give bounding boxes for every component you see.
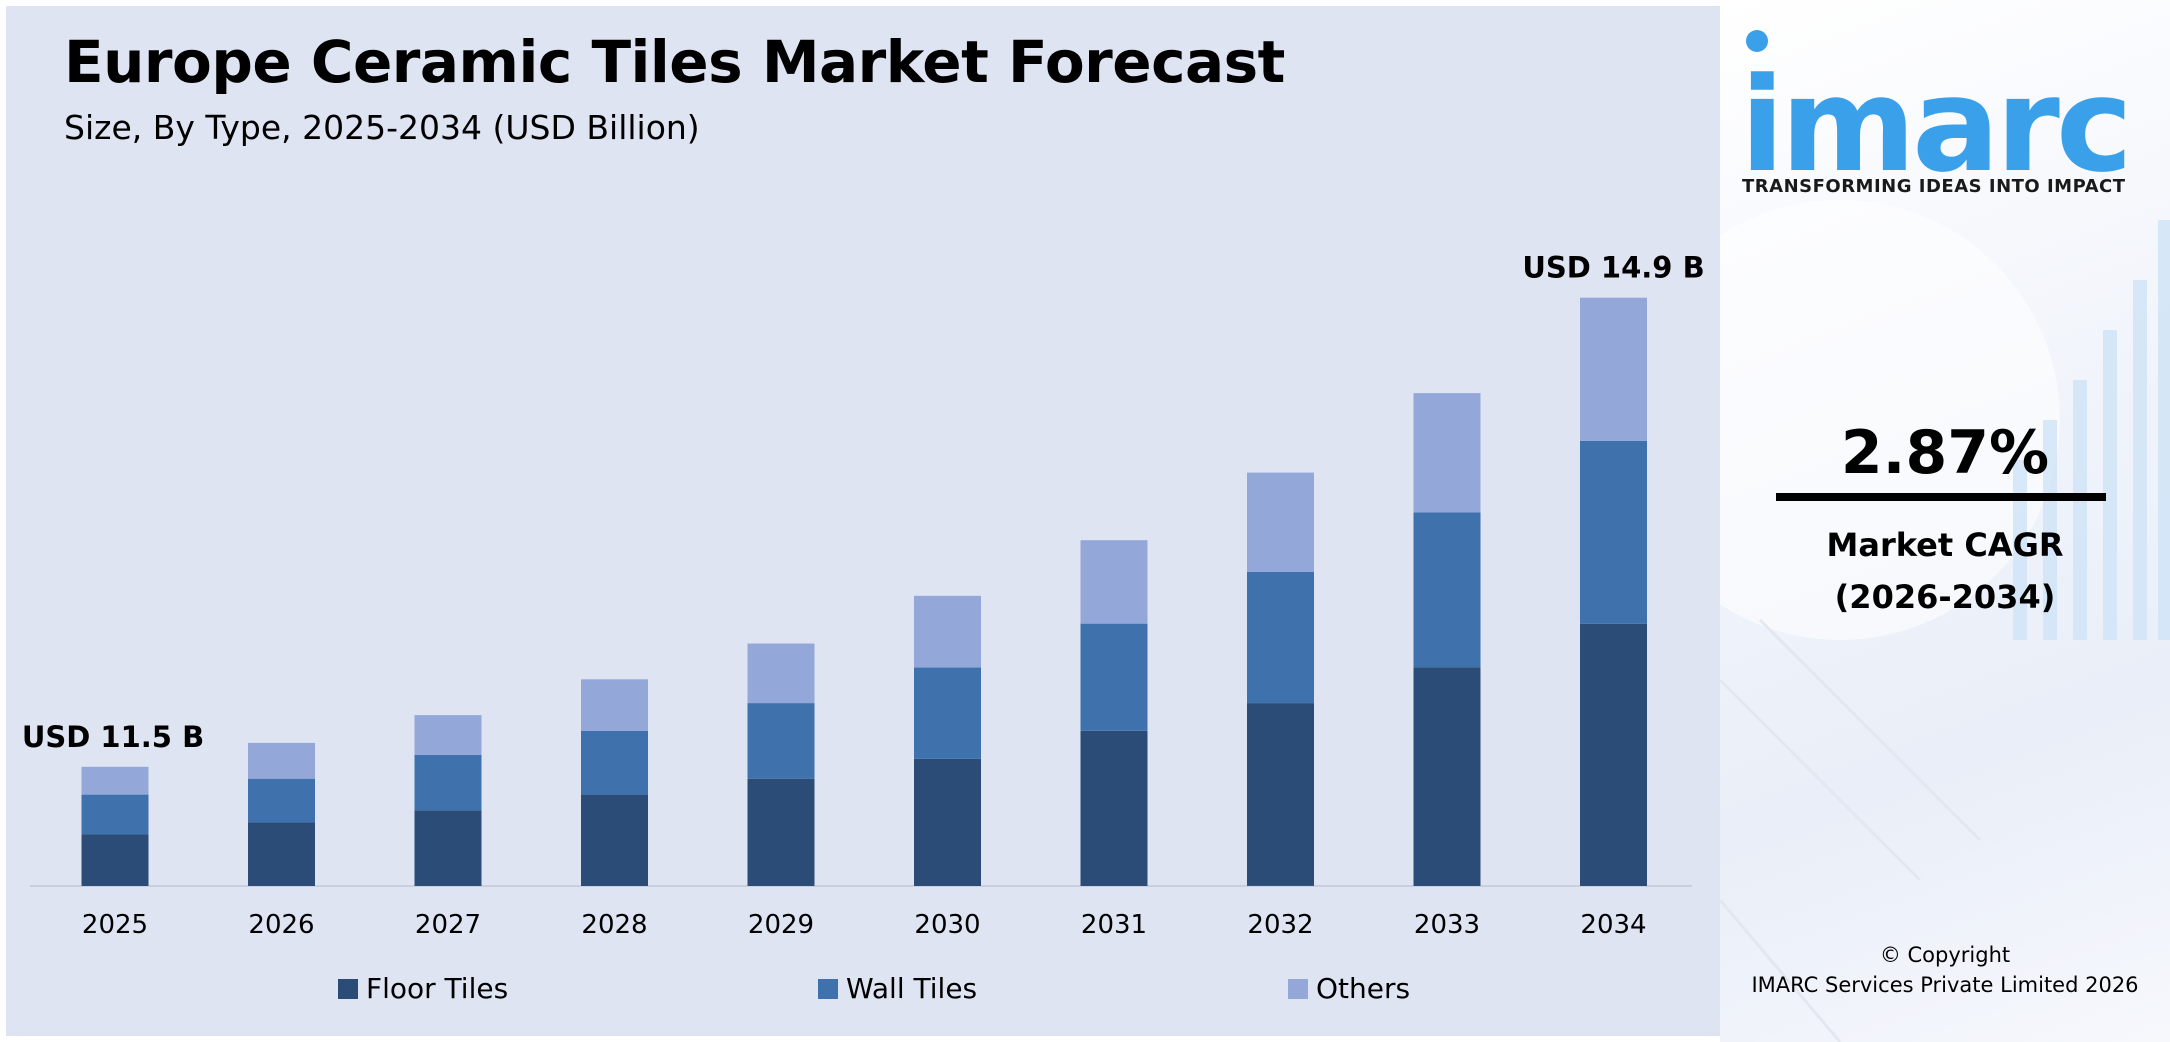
bar-segment-others-2028[interactable] [581, 679, 648, 731]
total-annotation-2025: USD 11.5 B [22, 720, 204, 754]
annotations-layer: USD 11.5 B USD 14.9 B [22, 251, 1705, 754]
decorative-background [1720, 200, 2170, 1042]
legend-item-others[interactable]: Others [1288, 972, 1410, 1005]
bar-segment-wall-tiles-2033[interactable] [1413, 512, 1481, 668]
legend-swatch-others [1288, 978, 1308, 999]
brand-logo-wordmark: imarc [1740, 49, 2133, 201]
legend-label-wall-tiles: Wall Tiles [846, 972, 978, 1005]
bar-segment-floor-tiles-2028[interactable] [581, 794, 648, 886]
bar-segment-others-2025[interactable] [81, 766, 149, 795]
bar-segment-floor-tiles-2030[interactable] [914, 758, 981, 886]
bar-segment-floor-tiles-2033[interactable] [1413, 667, 1481, 886]
chart-title: Europe Ceramic Tiles Market Forecast [64, 28, 1285, 96]
x-tick-label-2025: 2025 [82, 910, 148, 940]
copyright-line: © Copyright [1879, 943, 2011, 967]
total-annotation-2034: USD 14.9 B [1522, 251, 1704, 285]
bar-segment-others-2033[interactable] [1413, 393, 1481, 513]
x-tick-label-2034: 2034 [1580, 910, 1646, 940]
cagr-label: Market CAGR [1826, 526, 2064, 564]
bar-segment-others-2027[interactable] [414, 715, 482, 755]
stacked-bar-chart: 2025 2026 2027 2028 2029 2030 2031 2032 2033 2034… [22, 251, 1705, 940]
bar-segment-others-2031[interactable] [1080, 540, 1148, 624]
brand-logo[interactable]: imarc [1720, 0, 2170, 200]
bar-segment-wall-tiles-2029[interactable] [747, 703, 815, 779]
bar-segment-floor-tiles-2027[interactable] [414, 810, 482, 887]
chart-subtitle: Size, By Type, 2025-2034 (USD Billion) [64, 108, 700, 147]
x-tick-label-2028: 2028 [581, 910, 647, 940]
legend-swatch-wall-tiles [818, 978, 838, 999]
bar-segment-others-2026[interactable] [248, 742, 315, 779]
legend-swatch-floor-tiles [338, 978, 358, 999]
bar-segment-others-2030[interactable] [914, 595, 981, 668]
cagr-value: 2.87% [1840, 418, 2050, 488]
x-tick-label-2031: 2031 [1081, 910, 1147, 940]
cagr-period: (2026-2034) [1834, 578, 2056, 616]
bar-segment-wall-tiles-2028[interactable] [581, 731, 648, 795]
bar-segment-floor-tiles-2034[interactable] [1580, 623, 1647, 886]
copyright-owner: IMARC Services Private Limited 2026 [1751, 973, 2139, 997]
cagr-divider [1776, 493, 2106, 501]
side-panel [1720, 0, 2170, 1042]
x-tick-label-2029: 2029 [748, 910, 814, 940]
brand-logo-dot [1746, 30, 1768, 52]
bar-segment-wall-tiles-2034[interactable] [1580, 440, 1647, 624]
bar-segment-floor-tiles-2025[interactable] [81, 834, 149, 886]
bar-segment-floor-tiles-2026[interactable] [248, 822, 315, 886]
brand-tagline: TRANSFORMING IDEAS INTO IMPACT [1742, 176, 2126, 197]
x-tick-label-2027: 2027 [415, 910, 481, 940]
bar-segment-wall-tiles-2027[interactable] [414, 754, 482, 811]
legend-label-others: Others [1316, 972, 1411, 1005]
bar-segment-wall-tiles-2025[interactable] [81, 794, 149, 835]
bar-segment-floor-tiles-2029[interactable] [747, 778, 815, 886]
x-tick-label-2032: 2032 [1247, 910, 1313, 940]
x-tick-label-2030: 2030 [914, 910, 980, 940]
bar-segment-wall-tiles-2030[interactable] [914, 667, 981, 759]
tick-labels-layer: 2025 2026 2027 2028 2029 2030 2031 2032 2033 2034 [82, 910, 1647, 940]
bar-segment-floor-tiles-2032[interactable] [1247, 703, 1314, 886]
bar-segment-floor-tiles-2031[interactable] [1080, 731, 1148, 886]
legend-item-floor-tiles[interactable]: Floor Tiles [338, 972, 508, 1005]
bar-segment-others-2032[interactable] [1247, 472, 1314, 572]
bar-segment-wall-tiles-2031[interactable] [1080, 623, 1148, 731]
bar-segment-others-2034[interactable] [1580, 297, 1647, 441]
x-tick-label-2033: 2033 [1414, 910, 1480, 940]
legend-item-wall-tiles[interactable]: Wall Tiles [818, 972, 977, 1005]
bar-segment-others-2029[interactable] [747, 643, 815, 704]
legend-label-floor-tiles: Floor Tiles [366, 972, 509, 1005]
bar-segment-wall-tiles-2026[interactable] [248, 778, 315, 823]
x-tick-label-2026: 2026 [248, 910, 314, 940]
bars-layer [81, 297, 1647, 887]
bar-segment-wall-tiles-2032[interactable] [1247, 572, 1314, 704]
